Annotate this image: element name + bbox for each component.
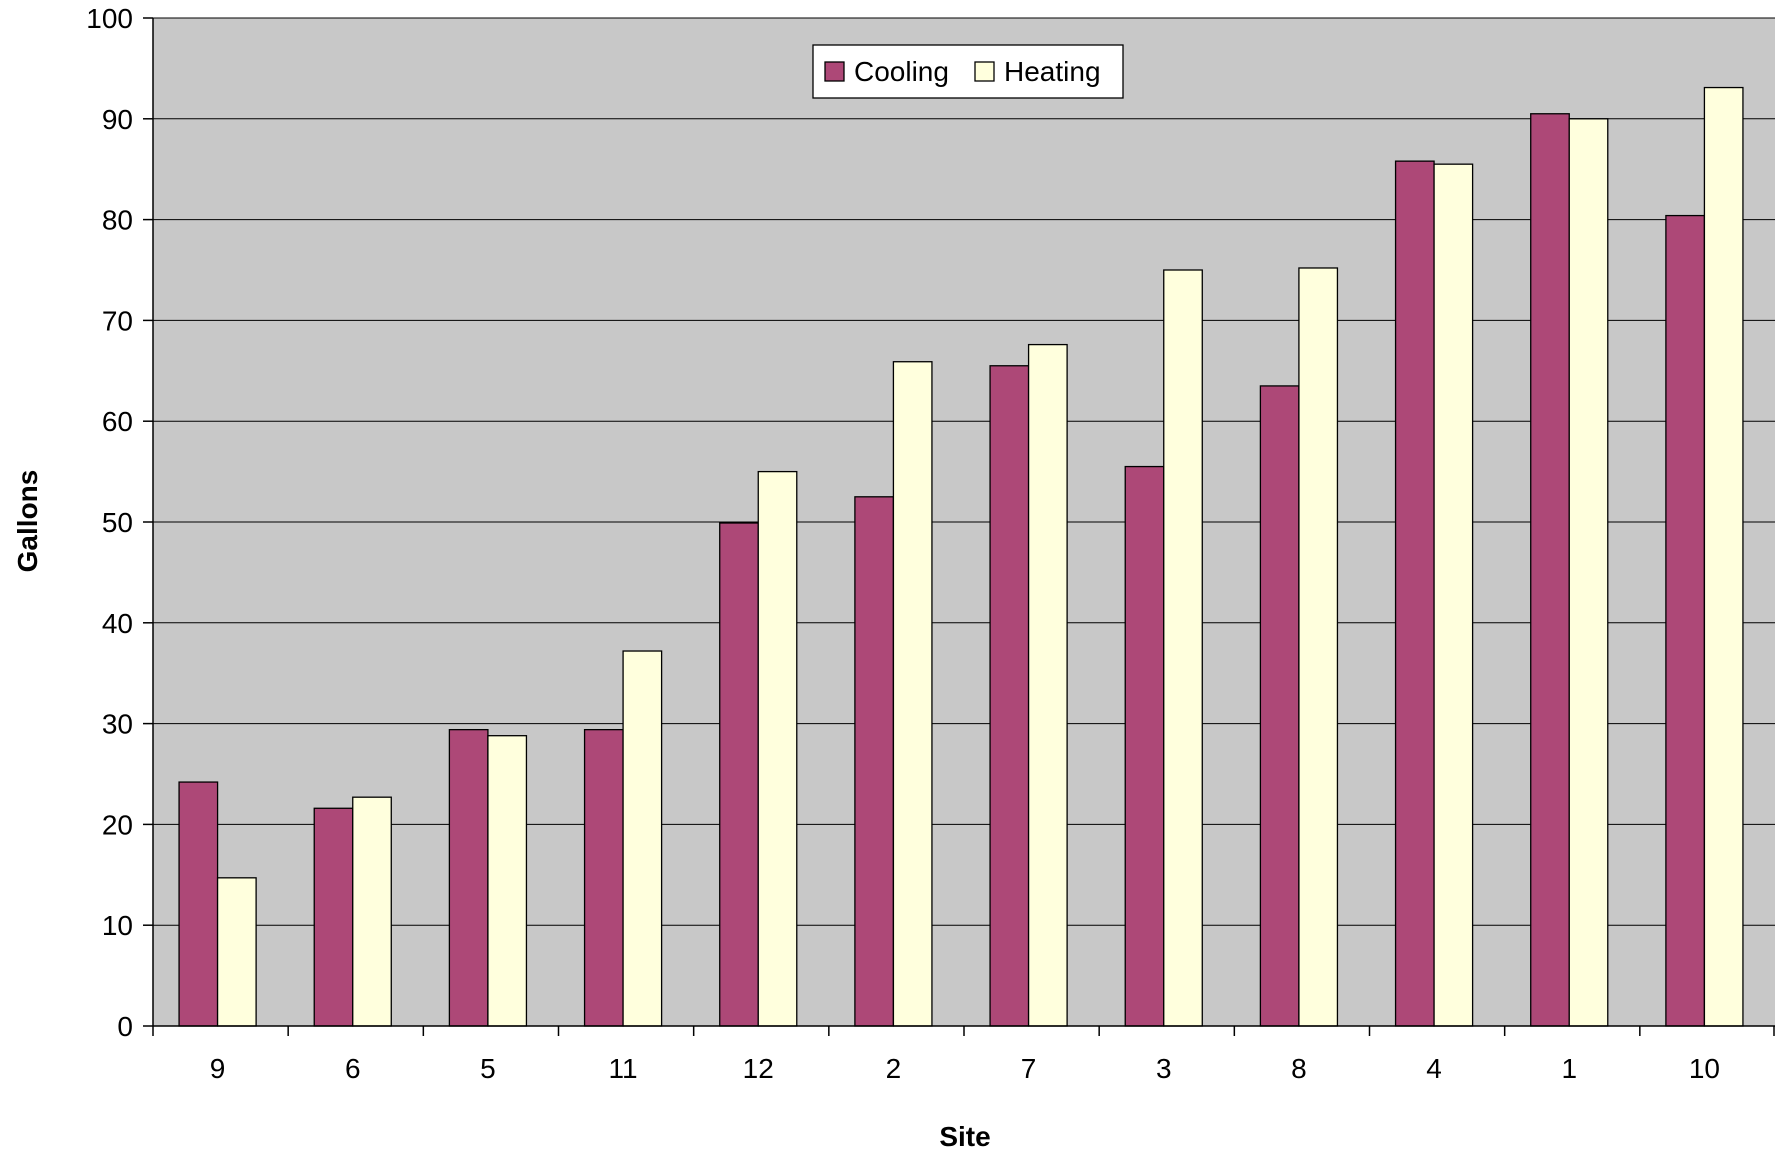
bar-heating-site-4 [1433, 163, 1474, 1027]
y-tick-label: 100 [86, 3, 133, 34]
bar-cooling-site-3 [1124, 465, 1165, 1027]
bar-heating-site-12 [757, 470, 798, 1027]
y-tick-label: 0 [117, 1011, 133, 1042]
bar-heating-site-10 [1703, 86, 1744, 1027]
y-tick-label: 60 [102, 406, 133, 437]
legend-swatch-heating [974, 61, 995, 82]
bar-cooling-site-8 [1259, 385, 1300, 1027]
bar-heating-site-11 [622, 650, 663, 1027]
bar-cooling-site-9 [178, 781, 219, 1027]
bar-cooling-site-10 [1665, 214, 1706, 1027]
legend-label-heating: Heating [1004, 56, 1101, 87]
x-axis-title: Site [939, 1121, 990, 1152]
bar-heating-site-5 [487, 735, 528, 1027]
bar-cooling-site-6 [313, 807, 354, 1027]
x-tick-label: 4 [1426, 1053, 1442, 1084]
legend: Cooling Heating [812, 44, 1124, 99]
y-tick-label: 30 [102, 709, 133, 740]
y-axis-title: Gallons [12, 470, 43, 573]
y-tick-label: 40 [102, 608, 133, 639]
legend-label-cooling: Cooling [854, 56, 949, 87]
x-tick-label: 9 [210, 1053, 226, 1084]
y-tick-label: 80 [102, 205, 133, 236]
x-tick-label: 1 [1561, 1053, 1577, 1084]
x-tick-label: 11 [609, 1053, 638, 1084]
y-tick-label: 70 [102, 305, 133, 336]
bar-heating-site-3 [1163, 269, 1203, 1027]
bar-cooling-site-4 [1394, 160, 1435, 1027]
bar-heating-site-7 [1027, 343, 1068, 1027]
bar-cooling-site-5 [448, 728, 489, 1027]
bar-cooling-site-2 [854, 496, 895, 1027]
bar-cooling-site-11 [583, 728, 624, 1027]
x-tick-label: 2 [886, 1053, 902, 1084]
bar-heating-site-6 [352, 796, 392, 1027]
x-tick-label: 8 [1291, 1053, 1307, 1084]
x-tick-label: 6 [345, 1053, 361, 1084]
bar-cooling-site-7 [989, 365, 1030, 1027]
legend-swatch-cooling [824, 61, 845, 82]
y-tick-label: 20 [102, 809, 133, 840]
legend-box [812, 44, 1124, 99]
x-tick-label: 5 [480, 1053, 496, 1084]
y-tick-label: 90 [102, 104, 133, 135]
bar-cooling-site-12 [719, 522, 759, 1027]
bar-heating-site-8 [1298, 267, 1339, 1027]
y-tick-label: 50 [102, 507, 133, 538]
bar-cooling-site-1 [1530, 113, 1570, 1027]
bar-heating-site-2 [892, 361, 933, 1027]
bar-heating-site-1 [1568, 118, 1609, 1027]
x-tick-label: 7 [1021, 1053, 1037, 1084]
bar-heating-site-9 [216, 877, 257, 1027]
x-tick-label: 10 [1689, 1053, 1720, 1084]
x-tick-label: 3 [1156, 1053, 1172, 1084]
x-tick-label: 12 [743, 1053, 774, 1084]
y-tick-label: 10 [102, 910, 133, 941]
